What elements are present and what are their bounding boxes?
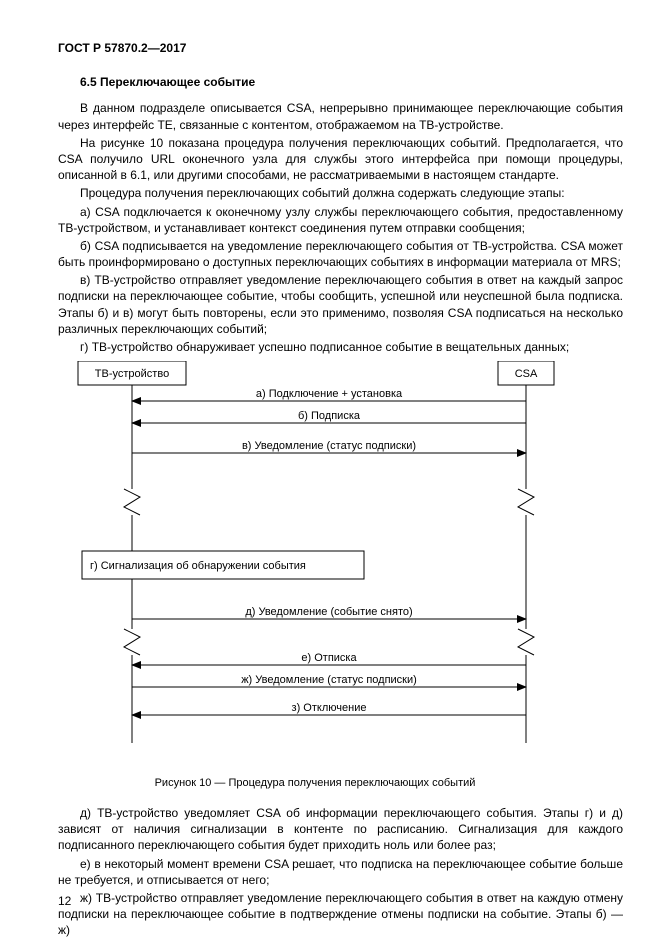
sequence-diagram: ТВ-устройство CSA а) Подключение + устан…: [72, 361, 558, 766]
msg-z: з) Отключение: [292, 702, 367, 714]
msg-e: е) Отписка: [301, 652, 357, 664]
list-item-zh: ж) ТВ-устройство отправляет уведомление …: [58, 890, 623, 939]
lifeline-csa-label: CSA: [515, 368, 538, 380]
signal-box-label: г) Сигнализация об обнаружении события: [90, 560, 306, 572]
list-item-a: а) CSA подключается к оконечному узлу сл…: [58, 204, 623, 236]
msg-d: д) Уведомление (событие снято): [245, 606, 412, 618]
list-item-g: г) ТВ-устройство обнаруживает успешно по…: [58, 339, 623, 355]
break-icon: [124, 489, 534, 515]
lifeline-tv-label: ТВ-устройство: [95, 368, 169, 380]
msg-a: а) Подключение + установка: [256, 388, 403, 400]
section-title: 6.5 Переключающее событие: [58, 74, 623, 90]
list-item-d: д) ТВ-устройство уведомляет CSA об инфор…: [58, 805, 623, 854]
section-number: 6.5: [80, 75, 97, 89]
msg-b: б) Подписка: [298, 410, 361, 422]
page: ГОСТ Р 57870.2—2017 6.5 Переключающее со…: [0, 0, 661, 935]
msg-zh: ж) Уведомление (статус подписки): [241, 674, 417, 686]
document-header: ГОСТ Р 57870.2—2017: [58, 40, 623, 56]
paragraph-intro-2: На рисунке 10 показана процедура получен…: [58, 135, 623, 184]
list-item-b: б) CSA подписывается на уведомление пере…: [58, 238, 623, 270]
paragraph-intro-3: Процедура получения переключающих событи…: [58, 185, 623, 201]
page-number: 12: [58, 893, 71, 909]
list-item-e: е) в некоторый момент времени CSA решает…: [58, 856, 623, 888]
paragraph-intro-1: В данном подразделе описывается CSA, неп…: [58, 100, 623, 132]
figure-10: ТВ-устройство CSA а) Подключение + устан…: [72, 361, 558, 791]
figure-caption: Рисунок 10 — Процедура получения переклю…: [72, 776, 558, 791]
section-name: Переключающее событие: [100, 75, 255, 89]
list-item-v: в) ТВ-устройство отправляет уведомление …: [58, 272, 623, 337]
msg-v: в) Уведомление (статус подписки): [242, 440, 416, 452]
